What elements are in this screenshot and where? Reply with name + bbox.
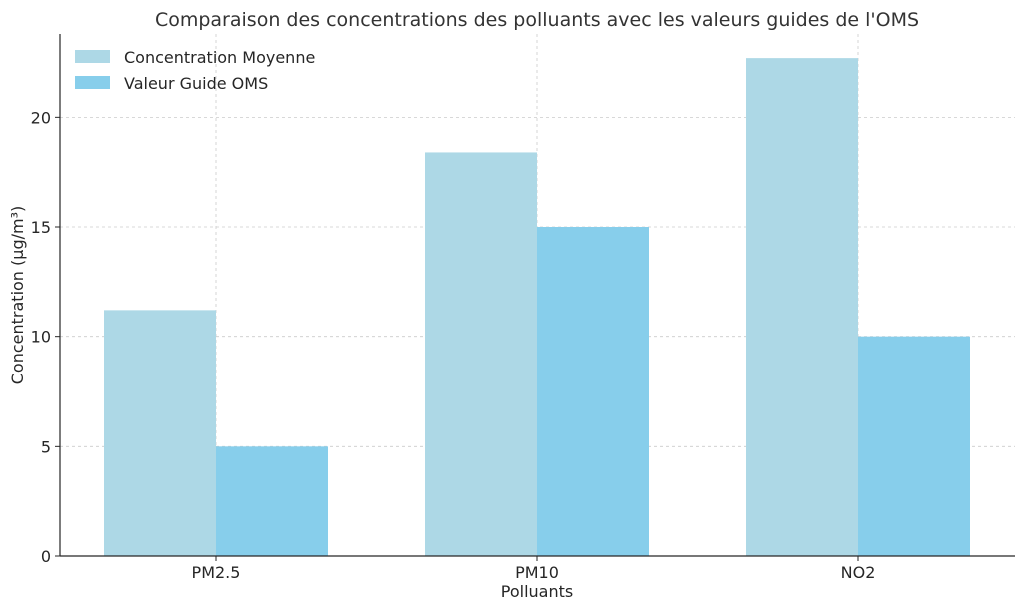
x-axis-ticks: PM2.5 PM10 NO2 bbox=[192, 556, 876, 582]
bar-no2-series-1 bbox=[746, 58, 858, 557]
bar-pm10-series-1 bbox=[425, 152, 537, 556]
y-axis-ticks: 0 5 10 15 20 bbox=[31, 108, 60, 566]
legend-label: Valeur Guide OMS bbox=[124, 74, 268, 93]
bar-pm25-series-1 bbox=[104, 310, 216, 556]
bar-pm10-series-2 bbox=[537, 227, 649, 556]
x-tick-label: PM10 bbox=[515, 563, 559, 582]
y-tick-label: 20 bbox=[31, 108, 51, 127]
x-tick-label: PM2.5 bbox=[192, 563, 241, 582]
bar-pm25-series-2 bbox=[216, 446, 328, 556]
y-tick-label: 15 bbox=[31, 218, 51, 237]
x-tick-label: NO2 bbox=[841, 563, 876, 582]
y-tick-label: 5 bbox=[41, 437, 51, 456]
legend-swatch bbox=[75, 50, 110, 63]
legend: Concentration Moyenne Valeur Guide OMS bbox=[75, 48, 315, 93]
bars bbox=[104, 58, 970, 557]
legend-swatch bbox=[75, 76, 110, 89]
chart-title: Comparaison des concentrations des pollu… bbox=[155, 9, 919, 31]
y-tick-label: 0 bbox=[41, 547, 51, 566]
legend-label: Concentration Moyenne bbox=[124, 48, 315, 67]
x-axis-label: Polluants bbox=[501, 582, 573, 601]
y-tick-label: 10 bbox=[31, 328, 51, 347]
y-axis-label: Concentration (µg/m³) bbox=[8, 206, 27, 384]
bar-no2-series-2 bbox=[858, 336, 970, 556]
